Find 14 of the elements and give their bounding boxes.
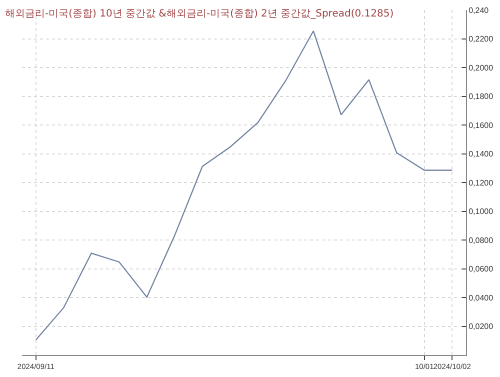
line-series [35,30,453,341]
y-tick-label: 0,0400 [468,293,494,302]
chart-title: 해외금리-미국(종합) 10년 중간값 &해외금리-미국(종합) 2년 중간값_Spread(0.1285) [5,8,394,20]
y-tick-label: 0,2000 [468,63,494,72]
y-tick-label: 0,0600 [468,264,494,274]
y-tick-label: 0,0200 [468,322,494,332]
y-tick-label: 0,1600 [468,120,494,130]
y-tick-label: 0,240 [468,6,490,15]
y-tick-label: 0,2200 [468,34,494,44]
y-tick-label: 0,1400 [468,150,494,159]
y-tick-label: 0,1800 [468,92,494,102]
y-tick-label: 0,0800 [468,236,494,245]
y-tick-label: 0,1200 [468,178,494,188]
y-tick-label: 0,1000 [468,207,494,216]
